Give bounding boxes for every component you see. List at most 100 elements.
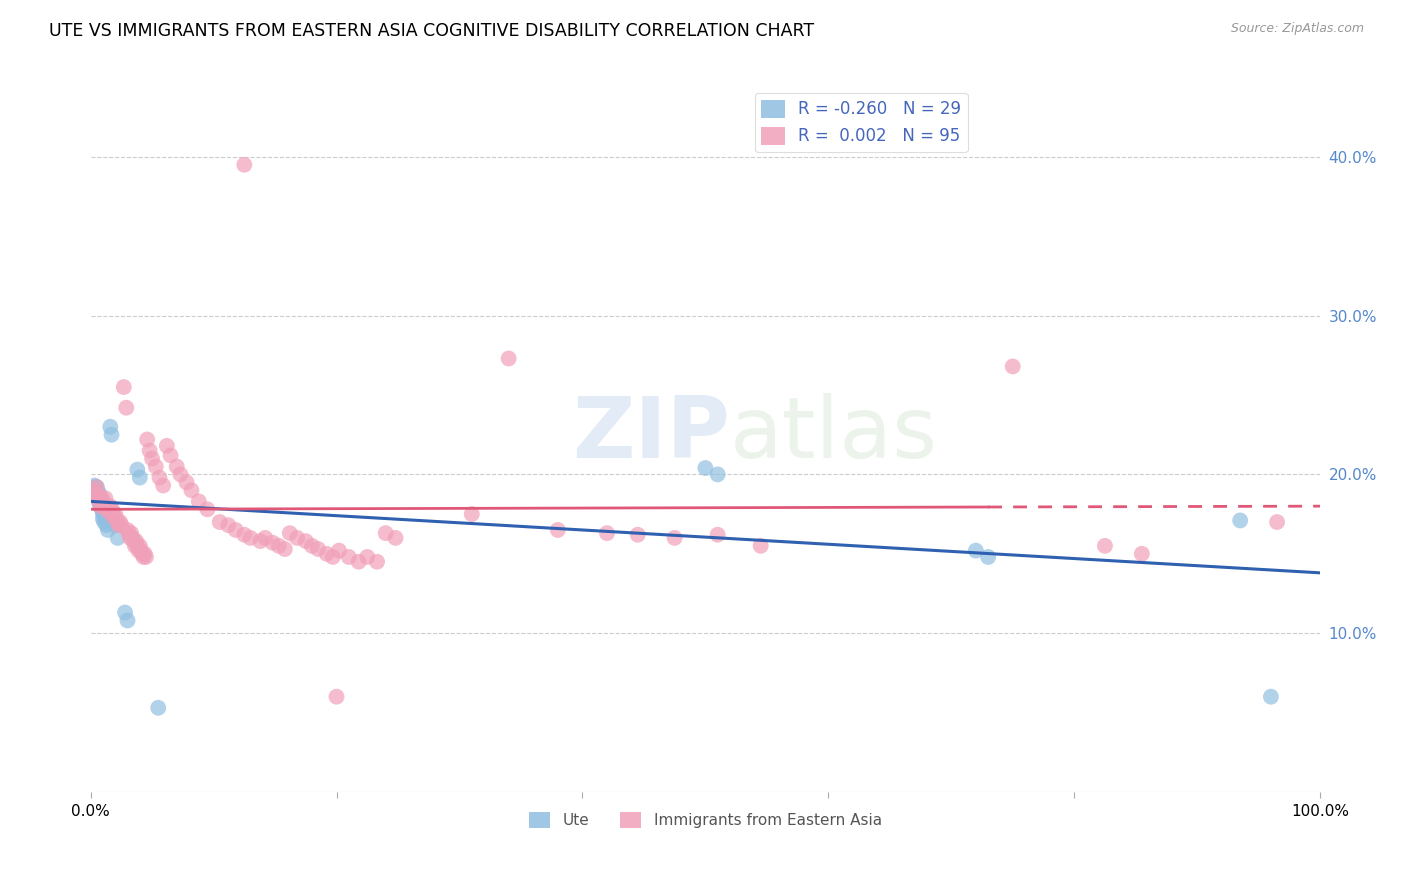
Point [108, 518, 131, 533]
Point [83, 478, 105, 492]
Point [86, 480, 108, 494]
Point [180, 483, 202, 498]
Text: atlas: atlas [730, 393, 938, 476]
Point [129, 543, 152, 558]
Point [93, 515, 115, 529]
Point [97, 499, 120, 513]
Point [131, 547, 153, 561]
Point [115, 401, 138, 415]
Point [461, 507, 484, 521]
Point [315, 547, 337, 561]
Point [1094, 539, 1116, 553]
Point [89, 491, 111, 506]
Point [86, 480, 108, 494]
Point [87, 486, 110, 500]
Point [118, 531, 141, 545]
Point [120, 526, 142, 541]
Point [128, 543, 150, 558]
Point [135, 549, 157, 564]
Point [112, 380, 135, 394]
Point [127, 539, 149, 553]
Point [94, 512, 117, 526]
Point [103, 510, 125, 524]
Point [233, 527, 256, 541]
Point [107, 531, 129, 545]
Point [337, 549, 360, 564]
Point [89, 499, 111, 513]
Point [156, 439, 179, 453]
Point [366, 555, 388, 569]
Point [1130, 547, 1153, 561]
Point [187, 494, 209, 508]
Point [706, 467, 728, 482]
Point [322, 549, 344, 564]
Point [169, 467, 191, 482]
Point [128, 539, 150, 553]
Point [97, 523, 120, 537]
Point [274, 541, 297, 556]
Point [166, 459, 188, 474]
Point [498, 351, 520, 366]
Point [159, 448, 181, 462]
Point [749, 539, 772, 553]
Point [307, 541, 329, 556]
Point [89, 494, 111, 508]
Point [114, 606, 136, 620]
Point [91, 507, 114, 521]
Point [98, 419, 121, 434]
Point [134, 547, 156, 561]
Point [100, 507, 122, 521]
Point [965, 543, 987, 558]
Point [96, 502, 118, 516]
Point [128, 470, 150, 484]
Point [374, 526, 396, 541]
Point [87, 490, 110, 504]
Point [90, 491, 112, 506]
Point [84, 486, 107, 500]
Point [233, 158, 256, 172]
Point [152, 478, 174, 492]
Point [100, 427, 122, 442]
Point [117, 614, 139, 628]
Point [267, 539, 290, 553]
Point [91, 494, 114, 508]
Point [347, 555, 370, 569]
Point [89, 486, 111, 500]
Point [301, 539, 323, 553]
Point [93, 499, 115, 513]
Point [217, 518, 239, 533]
Text: Source: ZipAtlas.com: Source: ZipAtlas.com [1230, 22, 1364, 36]
Point [132, 549, 155, 564]
Point [141, 451, 163, 466]
Point [101, 504, 124, 518]
Point [122, 534, 145, 549]
Point [208, 515, 231, 529]
Point [1265, 515, 1288, 529]
Point [86, 483, 108, 498]
Point [706, 527, 728, 541]
Point [1260, 690, 1282, 704]
Point [328, 543, 350, 558]
Point [121, 531, 143, 545]
Point [294, 534, 316, 549]
Point [596, 526, 619, 541]
Point [254, 531, 277, 545]
Point [90, 502, 112, 516]
Point [627, 527, 650, 541]
Point [197, 502, 219, 516]
Point [107, 515, 129, 529]
Point [91, 512, 114, 526]
Point [124, 539, 146, 553]
Point [262, 535, 284, 549]
Text: ZIP: ZIP [572, 393, 730, 476]
Point [148, 701, 170, 715]
Point [98, 499, 121, 513]
Point [145, 459, 167, 474]
Point [125, 534, 148, 549]
Point [90, 499, 112, 513]
Point [977, 549, 1000, 564]
Point [136, 433, 159, 447]
Point [96, 518, 118, 533]
Point [1229, 513, 1251, 527]
Point [94, 491, 117, 506]
